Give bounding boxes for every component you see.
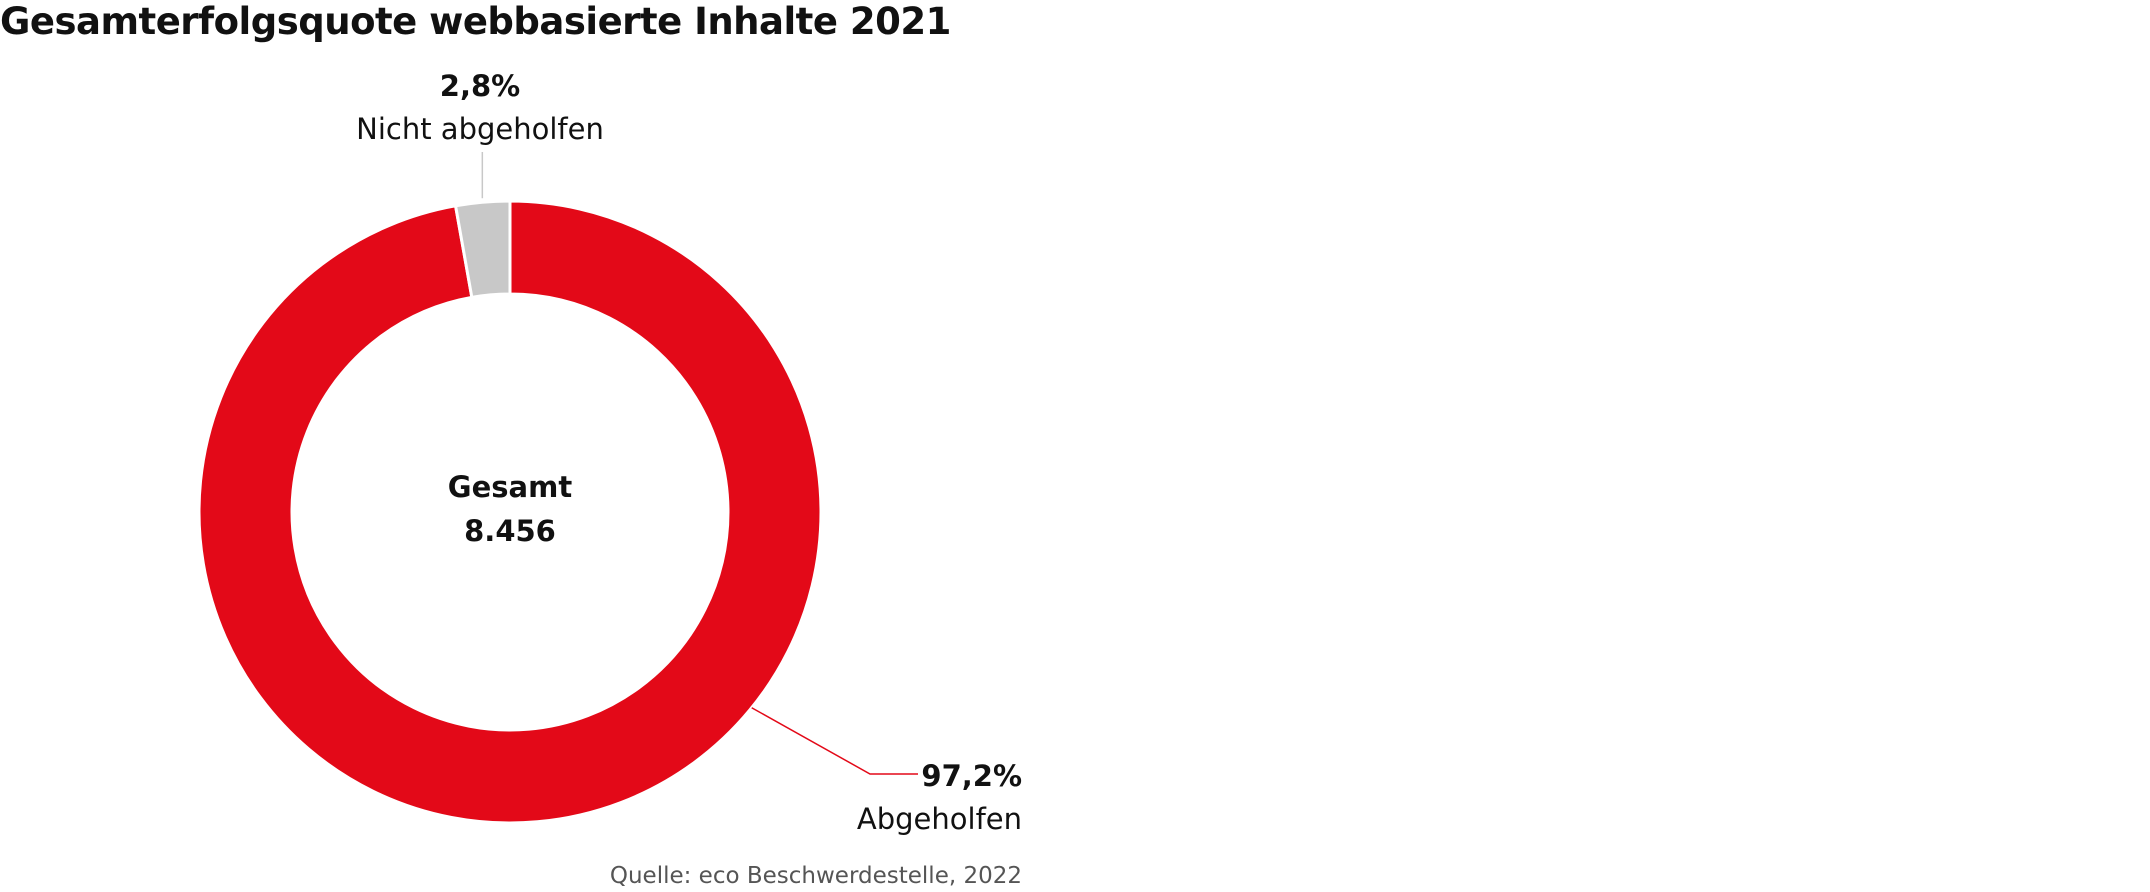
slice-value-label-nicht-abgeholfen: 2,8% xyxy=(440,69,520,103)
leader-lines xyxy=(481,152,918,775)
chart-title: Gesamterfolgsquote webbasierte Inhalte 2… xyxy=(0,0,951,43)
center-label: Gesamt xyxy=(448,470,573,504)
source-note: Quelle: eco Beschwerdestelle, 2022 xyxy=(610,863,1022,889)
slice-name-label-nicht-abgeholfen: Nicht abgeholfen xyxy=(356,112,604,146)
donut-slice-nicht-abgeholfen xyxy=(453,199,512,300)
donut-slice-abgeholfen xyxy=(197,199,823,825)
donut-slices xyxy=(197,199,823,825)
slice-value-label-abgeholfen: 97,2% xyxy=(921,759,1022,793)
center-total: 8.456 xyxy=(464,514,556,548)
leader-line-abgeholfen xyxy=(751,707,918,775)
slice-name-label-abgeholfen: Abgeholfen xyxy=(857,802,1022,836)
